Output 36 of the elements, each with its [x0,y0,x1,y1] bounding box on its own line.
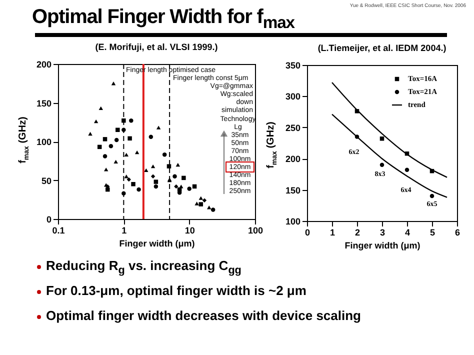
y-tick-label: 0 [46,214,52,224]
y-tick-label: 100 [285,216,300,226]
point [430,194,434,198]
y-tick-label: 150 [36,98,52,108]
point [404,168,410,172]
point [380,136,384,141]
line-series [331,114,448,198]
y-tick-label: 100 [36,137,52,147]
y-tick-label: 150 [285,185,300,196]
x-tick-label: 2 [354,228,360,238]
line-series [331,82,448,178]
x-tick-label: 1 [330,228,336,238]
y-tick-label: 200 [36,60,52,70]
x-tick-label: 4 [404,228,410,238]
text: Optimal Finger Width for f$_{max}$ [32,6,294,33]
y-tick-label: 50 [41,176,52,186]
y-tick-label: 250 [285,122,300,133]
x-tick-label: 100 [248,226,264,236]
chart-title: (E. Morifuji, et al. VLSI 1999.) [95,42,218,52]
x-tick-label: 0.1 [52,226,65,236]
y-tick-label: 300 [285,92,300,102]
text: Reducing R$_{g}$ vs. increasing C$_{gg}$ [46,258,242,277]
x-tick-label: 6 [454,228,460,238]
x-tick-label: 0 [304,228,310,238]
x-axis-title: Finger width (μm) [119,238,195,248]
text: Optimal finger width decreases with device scaling [46,308,361,323]
point [380,162,384,167]
x-tick-label: 3 [380,228,386,238]
chart-title: (L.Tiemeijer, et al. IEDM 2004.) [318,43,446,53]
text: For 0.13-μm, optimal finger width is ~2 μm [46,283,306,298]
x-tick-label: 5 [430,228,436,238]
y-tick-label: 350 [285,60,300,70]
x-tick-label: 10 [184,226,195,236]
x-axis-title: Finger width (μm) [344,240,420,250]
x-tick-label: 1 [122,226,127,236]
y-tick-label: 200 [285,154,300,164]
